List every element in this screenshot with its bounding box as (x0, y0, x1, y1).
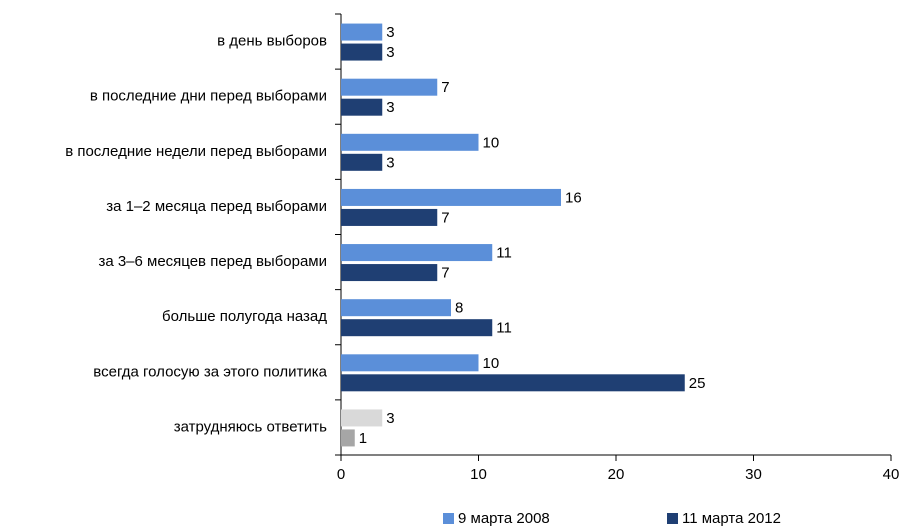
legend-swatch (667, 513, 678, 524)
x-tick-label: 30 (745, 466, 762, 483)
data-label: 7 (441, 265, 449, 282)
bar (341, 153, 383, 171)
y-tick-label: за 3–6 месяцев перед выборами (98, 253, 327, 270)
bar (341, 208, 438, 226)
legend-label: 9 марта 2008 (458, 510, 550, 527)
data-label: 7 (441, 209, 449, 226)
y-tick-label: всегда голосую за этого политика (93, 363, 327, 380)
data-label: 3 (386, 154, 394, 171)
y-tick-label: за 1–2 месяца перед выборами (106, 198, 327, 215)
x-tick-label: 20 (608, 466, 625, 483)
data-label: 8 (455, 300, 463, 317)
bar (341, 319, 493, 337)
data-label: 3 (386, 99, 394, 116)
bar (341, 43, 383, 61)
bar (341, 374, 685, 392)
x-tick-label: 10 (470, 466, 487, 483)
bar (341, 98, 383, 116)
bar (341, 133, 479, 151)
x-tick-label: 0 (337, 466, 345, 483)
data-label: 10 (483, 134, 500, 151)
data-label: 1 (359, 430, 367, 447)
data-label: 11 (496, 245, 512, 262)
bar (341, 354, 479, 372)
data-label: 25 (689, 375, 706, 392)
bar (341, 429, 355, 447)
y-tick-label: в последние дни перед выборами (90, 88, 327, 105)
legend-label: 11 марта 2012 (682, 510, 781, 527)
data-label: 11 (496, 320, 512, 337)
data-label: 3 (386, 410, 394, 427)
bar (341, 78, 438, 96)
bar (341, 409, 383, 427)
legend-swatch (443, 513, 454, 524)
bar (341, 264, 438, 282)
x-tick-label: 40 (883, 466, 900, 483)
data-label: 3 (386, 24, 394, 41)
y-tick-label: затрудняюсь ответить (174, 418, 327, 435)
bar (341, 23, 383, 41)
data-label: 7 (441, 79, 449, 96)
y-tick-label: больше полугода назад (162, 308, 327, 325)
data-label: 3 (386, 44, 394, 61)
data-label: 10 (483, 355, 500, 372)
y-tick-label: в последние недели перед выборами (65, 143, 327, 160)
bar (341, 299, 451, 317)
bar (341, 188, 561, 206)
bar (341, 244, 493, 262)
data-label: 16 (565, 189, 582, 206)
y-tick-label: в день выборов (217, 33, 327, 50)
